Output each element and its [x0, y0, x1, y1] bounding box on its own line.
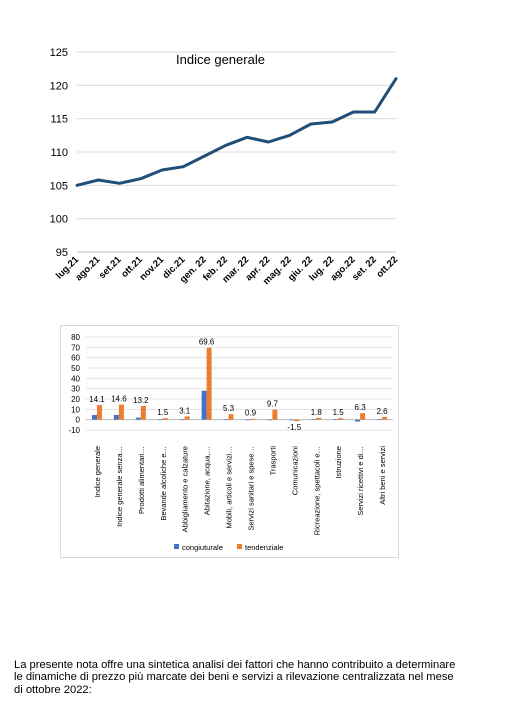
bar-tendenziale — [316, 417, 322, 420]
y-tick-label: 20 — [71, 395, 80, 404]
data-label: 69.6 — [199, 338, 215, 347]
bar-chart-frame: -10 0 10 20 30 40 50 60 70 80 14.1 Indice generale 1… — [60, 325, 399, 558]
bar-tendenziale — [162, 418, 168, 420]
x-tick-label: Indice generale — [93, 446, 102, 497]
data-label: 14.6 — [111, 395, 127, 404]
y-tick-label: 120 — [50, 80, 68, 92]
y-tick-label: 95 — [56, 247, 68, 259]
bar-tendenziale — [250, 418, 256, 420]
data-label: 6.3 — [355, 403, 367, 412]
y-tick-label: 50 — [71, 364, 80, 373]
bar-congiuturale — [179, 419, 185, 421]
x-tick-label: Prodotti alimentari… — [137, 446, 146, 514]
paragraph-line: le dinamiche di prezzo più marcate dei b… — [14, 671, 454, 684]
data-label: 14.1 — [89, 395, 105, 404]
data-label: 1.5 — [157, 408, 169, 417]
data-label: 5.3 — [223, 404, 235, 413]
bar-congiuturale — [157, 419, 163, 420]
bar-tendenziale — [272, 409, 278, 420]
y-tick-label: 115 — [50, 114, 68, 126]
bar-tendenziale — [118, 404, 124, 420]
y-tick-label: -10 — [68, 426, 80, 435]
data-label: 13.2 — [133, 396, 149, 405]
paragraph-line: di ottobre 2022: — [14, 683, 92, 696]
x-tick-label: Servizi ricettivi e di… — [356, 446, 365, 516]
y-tick-label: 0 — [76, 416, 81, 425]
intro-paragraph: La presente nota offre una sintetica ana… — [14, 659, 504, 696]
x-tick-label: Altri beni e servizi — [378, 446, 387, 505]
bar-congiuturale — [355, 419, 361, 422]
bar-congiuturale — [91, 415, 97, 420]
x-tick-label: ott.22 — [374, 254, 400, 280]
legend-swatch — [174, 544, 179, 549]
x-tick-label: Comunicazioni — [290, 446, 299, 496]
x-tick-label: Indice generale senza… — [115, 446, 124, 527]
bar-congiuturale — [245, 419, 251, 421]
bar-tendenziale — [206, 347, 212, 420]
y-tick-label: 110 — [50, 147, 68, 159]
x-tick-label: set. 22 — [350, 254, 379, 283]
y-tick-label: 60 — [71, 354, 80, 363]
y-tick-label: 105 — [50, 180, 68, 192]
bar-congiuturale — [311, 419, 317, 420]
bar-tendenziale — [294, 419, 300, 422]
bar-tendenziale — [228, 414, 234, 420]
x-tick-label: Istruzione — [334, 446, 343, 479]
y-tick-label: 10 — [71, 405, 80, 414]
bar-congiuturale — [267, 419, 273, 421]
x-tick-label: Mobili, articoli e servizi… — [225, 446, 234, 529]
bar-tendenziale — [140, 406, 146, 420]
legend-label: congiuturale — [182, 543, 223, 552]
x-tick-label: Abitazione, acqua,… — [203, 446, 212, 515]
y-tick-label: 100 — [50, 214, 68, 226]
bar-congiuturale — [135, 417, 141, 420]
legend-swatch — [237, 544, 242, 549]
paragraph-line: La presente nota offre una sintetica ana… — [14, 659, 456, 671]
bar-congiuturale — [377, 419, 383, 420]
data-label: 1.8 — [311, 408, 323, 417]
x-tick-label: Servizi sanitari e spese… — [246, 446, 255, 531]
bar-congiuturale — [333, 419, 339, 420]
data-label: 1.5 — [333, 408, 345, 417]
bar-congiuturale — [113, 414, 119, 420]
data-label: -1.5 — [287, 423, 301, 432]
y-tick-label: 30 — [71, 385, 80, 394]
bar-congiuturale — [223, 419, 229, 420]
x-tick-label: set.21 — [97, 254, 124, 281]
x-tick-label: Trasporti — [268, 446, 277, 476]
chart-title: Indice generale — [176, 52, 265, 67]
bar-tendenziale — [96, 405, 102, 420]
y-tick-label: 40 — [71, 374, 80, 383]
data-label: 0.9 — [245, 409, 257, 418]
x-tick-label: ago.21 — [73, 254, 103, 284]
x-tick-label: nov.21 — [138, 254, 167, 283]
x-tick-label: Bevande alcoliche e… — [159, 446, 168, 521]
data-label: 3.1 — [179, 406, 191, 415]
x-tick-label: Ricreazione, spettacoli e… — [312, 446, 321, 535]
data-label: 9.7 — [267, 400, 279, 409]
x-tick-label: Abbigliamento e calzature — [181, 446, 190, 532]
bar-congiuturale — [289, 419, 295, 421]
bar-tendenziale — [338, 418, 344, 420]
bar-tendenziale — [184, 416, 190, 420]
series-line — [75, 77, 398, 187]
legend-label: tendenziale — [245, 543, 283, 552]
y-tick-label: 125 — [50, 47, 68, 59]
bar-tendenziale — [382, 416, 388, 420]
bar-tendenziale — [360, 413, 366, 420]
bar-congiuturale — [201, 390, 207, 420]
y-tick-label: 70 — [71, 343, 80, 352]
line-chart-indice-generale: 95100105110115120125lug.21ago.21set.21ot… — [50, 47, 400, 287]
data-label: 2.6 — [376, 407, 388, 416]
y-tick-label: 80 — [71, 333, 80, 342]
